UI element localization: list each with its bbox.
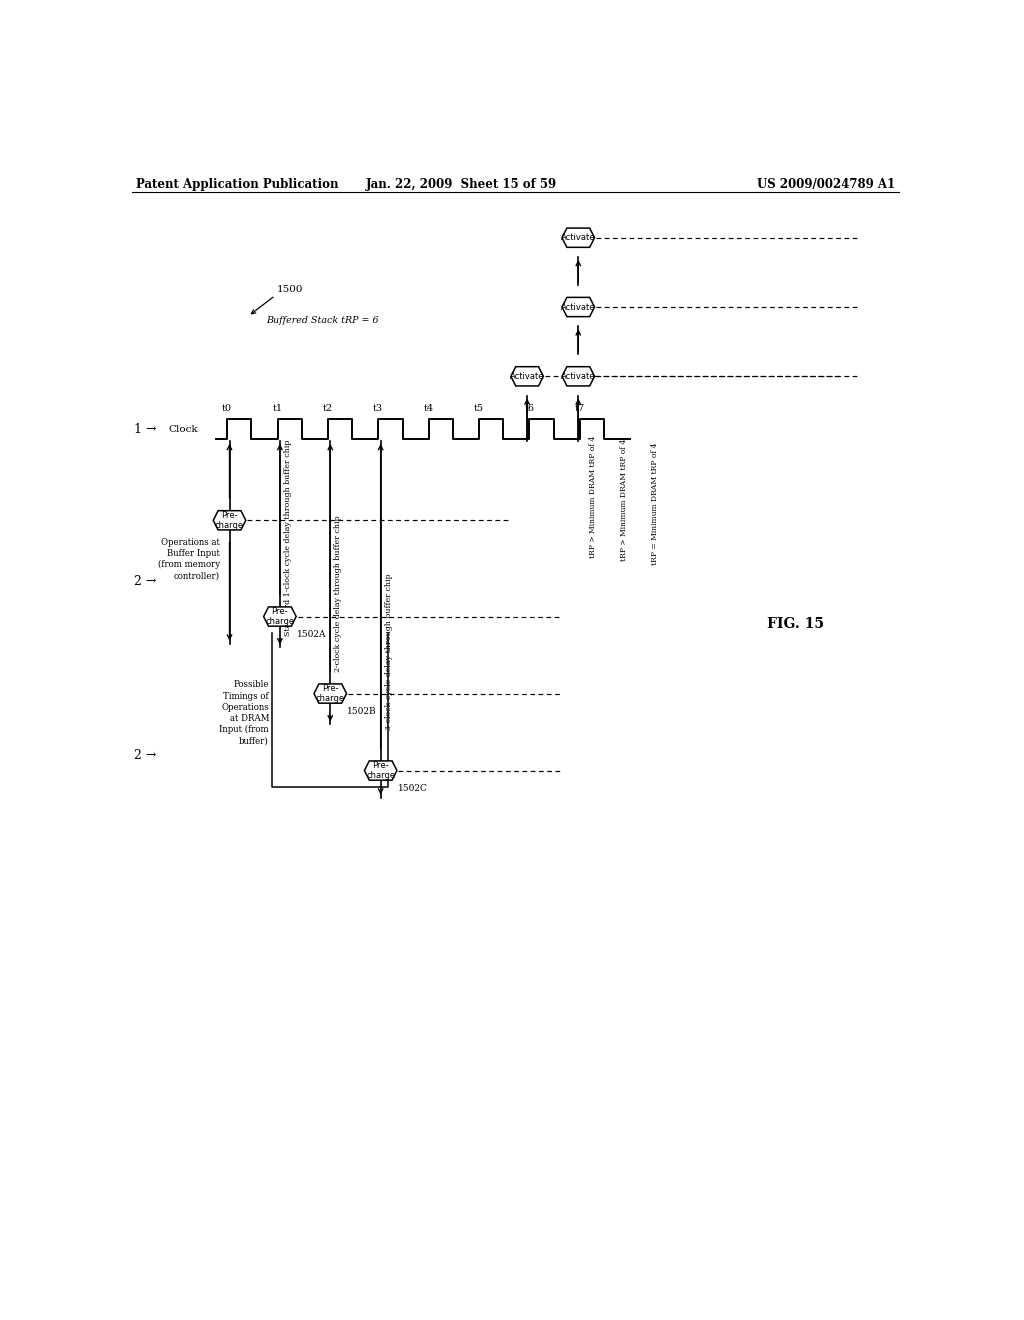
Text: Activate: Activate — [561, 302, 596, 312]
Text: Possible
Timings of
Operations
at DRAM
Input (from
buffer): Possible Timings of Operations at DRAM I… — [219, 681, 269, 744]
Text: FIG. 15: FIG. 15 — [767, 618, 824, 631]
Text: tRP = Minimum DRAM tRP of 4: tRP = Minimum DRAM tRP of 4 — [651, 444, 659, 565]
Text: Pre-
charge: Pre- charge — [215, 511, 244, 529]
Text: Pre-
charge: Pre- charge — [265, 607, 295, 626]
Polygon shape — [562, 228, 595, 247]
Text: 2 →: 2 → — [134, 576, 157, 589]
Text: US 2009/0024789 A1: US 2009/0024789 A1 — [757, 178, 895, 190]
Polygon shape — [365, 760, 397, 780]
Text: t2: t2 — [323, 404, 333, 413]
Polygon shape — [562, 367, 595, 385]
Text: 1502C: 1502C — [397, 784, 428, 793]
Polygon shape — [213, 511, 246, 529]
Text: 3-clock cycle delay through buffer chip: 3-clock cycle delay through buffer chip — [385, 573, 392, 730]
Text: Operations at
Buffer Input
(from memory
controller): Operations at Buffer Input (from memory … — [158, 537, 220, 579]
Polygon shape — [562, 297, 595, 317]
Polygon shape — [263, 607, 296, 626]
Text: Clock: Clock — [168, 425, 198, 433]
Text: Patent Application Publication: Patent Application Publication — [136, 178, 338, 190]
Text: t7: t7 — [574, 404, 585, 413]
Polygon shape — [314, 684, 346, 704]
Text: 1 →: 1 → — [134, 422, 157, 436]
Text: 1502A: 1502A — [297, 631, 327, 639]
Text: 1502B: 1502B — [347, 708, 377, 717]
Text: Pre-
charge: Pre- charge — [367, 762, 395, 780]
Text: Pre-
charge: Pre- charge — [315, 684, 345, 702]
Text: Standard 1-clock cycle delay through buffer chip: Standard 1-clock cycle delay through buf… — [284, 440, 292, 636]
Text: 2 →: 2 → — [134, 748, 157, 762]
Text: t1: t1 — [272, 404, 283, 413]
Text: Buffered Stack tRP = 6: Buffered Stack tRP = 6 — [266, 315, 379, 325]
Text: t4: t4 — [424, 404, 434, 413]
Text: Jan. 22, 2009  Sheet 15 of 59: Jan. 22, 2009 Sheet 15 of 59 — [366, 178, 557, 190]
Text: tRP > Minimum DRAM tRP of 4: tRP > Minimum DRAM tRP of 4 — [621, 440, 628, 561]
Text: Activate: Activate — [561, 372, 596, 380]
Text: tRP > Minimum DRAM tRP of 4: tRP > Minimum DRAM tRP of 4 — [589, 436, 597, 557]
Text: t3: t3 — [374, 404, 383, 413]
Text: 1500: 1500 — [276, 285, 303, 294]
Text: t6: t6 — [524, 404, 535, 413]
Polygon shape — [511, 367, 544, 385]
Text: t5: t5 — [474, 404, 484, 413]
Text: Activate: Activate — [561, 234, 596, 242]
Text: Activate: Activate — [510, 372, 545, 380]
Text: t0: t0 — [222, 404, 232, 413]
Text: 2-clock cycle delay through buffer chip: 2-clock cycle delay through buffer chip — [334, 515, 342, 672]
